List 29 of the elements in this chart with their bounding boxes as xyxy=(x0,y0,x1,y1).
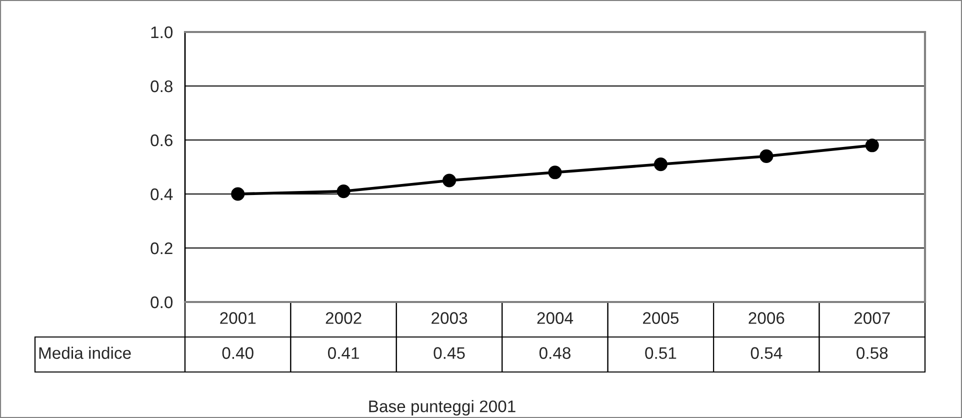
point xyxy=(442,174,456,188)
point xyxy=(654,158,668,172)
data-label: 0.48 xyxy=(539,347,570,359)
x-tick-label: 2005 xyxy=(643,312,679,324)
point xyxy=(865,138,879,152)
data-label: 0.58 xyxy=(856,347,888,359)
data-label: 0.45 xyxy=(434,347,465,359)
y-tick-label: 0.4 xyxy=(150,188,173,200)
x-tick-label: 2006 xyxy=(748,312,784,324)
y-tick-label: 0.8 xyxy=(150,80,172,92)
x-tick-label: 2003 xyxy=(432,312,468,324)
data-label: 0.54 xyxy=(750,347,782,359)
data-label: 0.41 xyxy=(328,347,359,359)
point xyxy=(548,166,562,180)
text: Media indice xyxy=(39,346,131,359)
data-label: 0.51 xyxy=(645,347,676,359)
y-tick-label: 0.2 xyxy=(150,242,172,254)
point xyxy=(336,184,350,198)
point xyxy=(231,187,245,201)
x-tick-label: 2004 xyxy=(537,312,574,324)
y-tick-label: 0.6 xyxy=(150,134,172,146)
x-axis-title: Base punteggi 2001 xyxy=(369,400,516,416)
x-tick-label: 2001 xyxy=(220,312,256,324)
y-tick-label: 1.0 xyxy=(151,26,173,38)
y-tick-label: 0.0 xyxy=(150,296,173,308)
x-tick-label: 2002 xyxy=(326,312,362,324)
data-label: 0.40 xyxy=(222,347,254,359)
point xyxy=(760,149,774,163)
x-tick-label: 2007 xyxy=(854,312,890,324)
